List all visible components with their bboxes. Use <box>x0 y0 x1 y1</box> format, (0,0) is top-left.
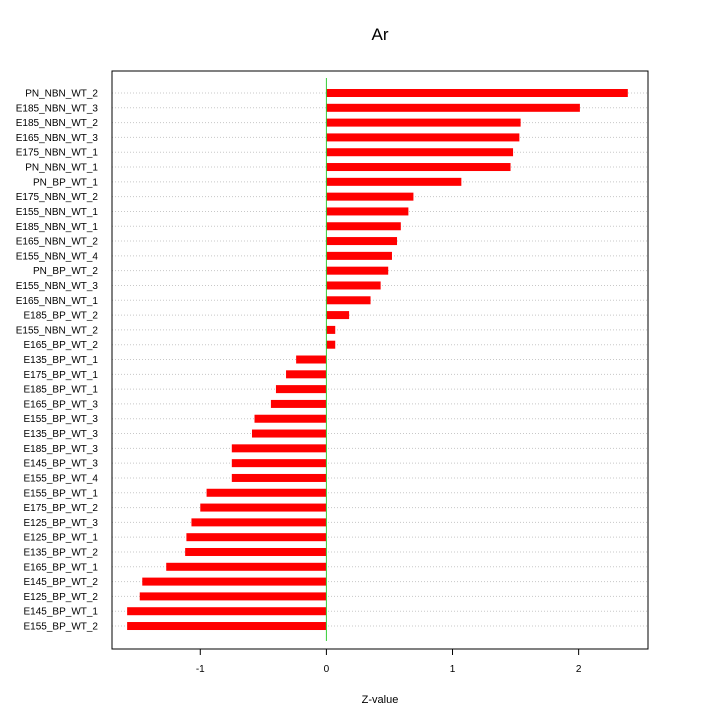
bar <box>326 118 521 127</box>
bar <box>200 503 327 512</box>
bar <box>139 592 327 601</box>
bar <box>326 207 409 216</box>
bar <box>326 222 401 231</box>
category-label: PN_NBN_WT_1 <box>25 163 98 174</box>
bar <box>326 251 392 260</box>
category-label: E185_NBN_WT_3 <box>16 103 99 114</box>
bar <box>166 562 327 571</box>
bar <box>231 444 327 453</box>
bar <box>275 385 327 394</box>
bar <box>231 459 327 468</box>
category-label: E155_BP_WT_3 <box>24 414 99 425</box>
x-tick-label: 0 <box>324 664 330 675</box>
bar <box>142 577 327 586</box>
category-label: E185_BP_WT_2 <box>24 311 99 322</box>
category-label: E175_BP_WT_2 <box>24 503 99 514</box>
bar <box>326 311 350 320</box>
bar <box>326 163 511 172</box>
category-label: E125_BP_WT_3 <box>24 518 99 529</box>
category-label: E185_BP_WT_1 <box>24 385 99 396</box>
bar <box>326 177 462 186</box>
category-labels: PN_NBN_WT_2 E185_NBN_WT_3 E185_NBN_WT_2 E16… <box>16 89 99 633</box>
category-label: PN_BP_WT_2 <box>33 266 98 277</box>
category-label: E155_BP_WT_4 <box>24 473 99 484</box>
bar <box>326 296 371 305</box>
category-label: E185_NBN_WT_2 <box>16 118 99 129</box>
category-label: E145_BP_WT_3 <box>24 459 99 470</box>
category-label: E155_NBN_WT_3 <box>16 281 99 292</box>
category-label: E155_NBN_WT_1 <box>16 207 99 218</box>
category-label: E135_BP_WT_2 <box>24 547 99 558</box>
bar <box>206 488 327 497</box>
category-label: E175_BP_WT_1 <box>24 370 99 381</box>
category-label: E175_NBN_WT_1 <box>16 148 99 159</box>
bar <box>326 340 336 349</box>
category-label: E155_NBN_WT_4 <box>16 251 99 262</box>
x-tick-label: 1 <box>450 664 456 675</box>
bar <box>326 281 381 290</box>
category-label: E135_BP_WT_3 <box>24 429 99 440</box>
category-label: E185_BP_WT_3 <box>24 444 99 455</box>
bar <box>326 133 520 142</box>
bar <box>191 518 327 527</box>
category-label: E165_BP_WT_3 <box>24 399 99 410</box>
bar <box>286 370 327 379</box>
bar <box>127 607 327 616</box>
category-label: E165_NBN_WT_1 <box>16 296 99 307</box>
bar <box>185 547 327 556</box>
category-label: E155_NBN_WT_2 <box>16 325 99 336</box>
category-label: E145_BP_WT_2 <box>24 577 99 588</box>
x-axis-label: Z-value <box>362 694 399 706</box>
bar <box>326 89 628 97</box>
bar <box>326 325 336 334</box>
bar <box>326 103 580 112</box>
category-label: E145_BP_WT_1 <box>24 607 99 618</box>
x-tick-label: -1 <box>196 664 205 675</box>
category-label: E165_BP_WT_1 <box>24 562 99 573</box>
category-label: PN_NBN_WT_2 <box>25 89 98 100</box>
category-label: E155_BP_WT_1 <box>24 488 99 499</box>
bar <box>186 533 327 542</box>
category-label: E155_BP_WT_2 <box>24 622 99 633</box>
bar <box>231 473 327 482</box>
category-label: PN_BP_WT_1 <box>33 177 98 188</box>
bar <box>326 148 514 157</box>
category-label: E165_NBN_WT_3 <box>16 133 99 144</box>
grid-lines <box>112 92 648 627</box>
category-label: E175_NBN_WT_2 <box>16 192 99 203</box>
category-label: E165_NBN_WT_2 <box>16 237 99 248</box>
bars <box>127 89 628 631</box>
category-label: E135_BP_WT_1 <box>24 355 99 366</box>
x-tick-label: 2 <box>576 664 582 675</box>
category-label: E185_NBN_WT_1 <box>16 222 99 233</box>
x-axis: -1 0 1 2 <box>196 648 582 675</box>
bar <box>326 192 414 201</box>
category-label: E125_BP_WT_2 <box>24 592 99 603</box>
category-label: E125_BP_WT_1 <box>24 533 99 544</box>
bar <box>254 414 327 423</box>
bar <box>326 266 389 275</box>
bar <box>251 429 327 438</box>
bar <box>270 399 327 408</box>
chart-title: Ar <box>372 25 389 44</box>
category-label: E165_BP_WT_2 <box>24 340 99 351</box>
bar <box>127 622 327 631</box>
bar <box>326 237 398 246</box>
bar <box>296 355 327 364</box>
